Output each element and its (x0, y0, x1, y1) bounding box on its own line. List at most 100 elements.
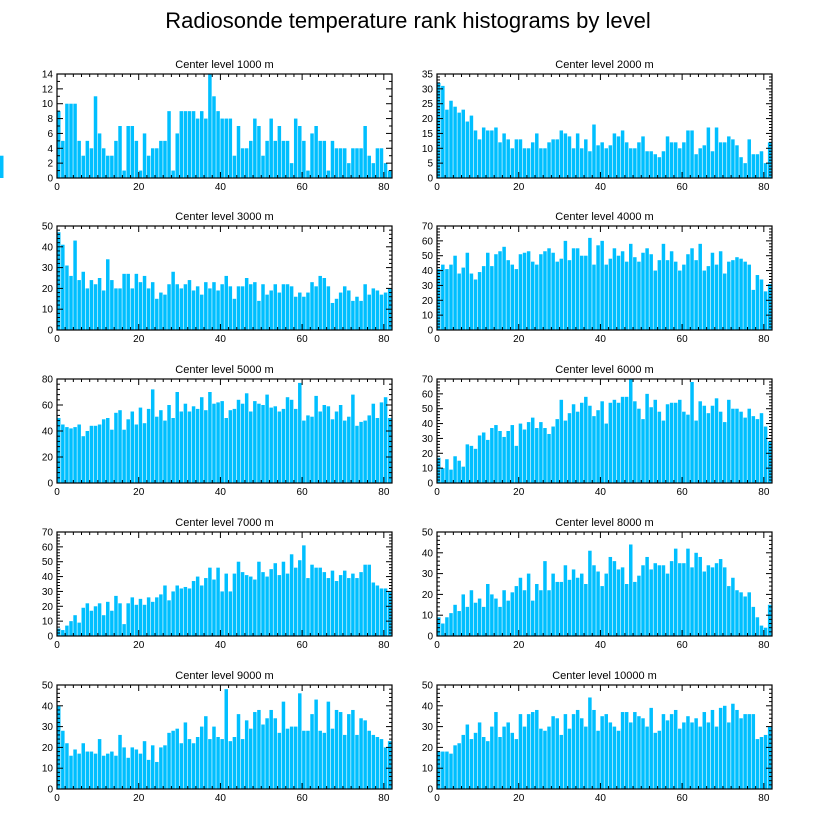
bar (199, 111, 204, 178)
bar (649, 151, 653, 178)
bar (706, 565, 711, 636)
bar (126, 757, 130, 789)
bar (236, 126, 241, 178)
x-tick-label: 20 (513, 182, 525, 193)
bar (698, 148, 702, 178)
bar (138, 753, 143, 789)
bar (257, 300, 261, 330)
x-tick-label: 0 (54, 793, 60, 804)
bar (596, 245, 600, 330)
bar (657, 730, 662, 789)
bar (253, 118, 257, 178)
bar (326, 701, 331, 789)
bar (232, 573, 237, 636)
bar (714, 127, 719, 178)
bar (240, 572, 245, 636)
y-tick-label: 50 (422, 404, 434, 415)
bar (575, 709, 580, 789)
bar (518, 714, 523, 789)
bar (265, 294, 269, 330)
bar (347, 163, 351, 178)
bar (216, 402, 220, 483)
bar (269, 118, 273, 178)
bar (735, 709, 739, 789)
panel-9: Center level 9000 m 0 20 40 60 80 0 10 20 30 40 50 (42, 670, 393, 804)
bar (710, 567, 715, 636)
bar (567, 413, 572, 483)
bar (293, 296, 298, 330)
bar (383, 292, 388, 330)
bar (678, 270, 682, 330)
bar (604, 423, 608, 483)
y-tick-label: 60 (42, 401, 54, 412)
bar (273, 563, 278, 636)
bar (645, 248, 649, 330)
bar (763, 734, 768, 789)
bar (322, 140, 327, 178)
bar (338, 712, 343, 789)
bar (502, 246, 506, 330)
y-tick-label: 15 (422, 129, 434, 140)
bar (673, 402, 678, 483)
bar (575, 411, 580, 483)
x-tick-label: 80 (758, 182, 770, 193)
x-tick-label: 20 (133, 640, 145, 651)
bar (249, 411, 253, 483)
bar (579, 402, 584, 483)
bar (457, 743, 461, 789)
bar (81, 155, 85, 178)
bar (669, 142, 674, 178)
x-tick-label: 0 (434, 182, 440, 193)
bar (199, 397, 204, 483)
bar (150, 282, 155, 330)
bar (57, 628, 61, 636)
bar (661, 565, 666, 636)
bar (89, 425, 94, 483)
bar (526, 573, 531, 636)
bar (363, 720, 367, 789)
bar (612, 133, 617, 178)
bar (220, 118, 224, 178)
bar (465, 724, 470, 789)
bar (710, 252, 715, 330)
bar (563, 565, 568, 636)
x-tick-label: 80 (378, 487, 390, 498)
bar (559, 581, 564, 636)
x-tick-label: 60 (297, 793, 309, 804)
bar (298, 382, 302, 483)
bar (686, 716, 690, 789)
bar (481, 432, 486, 483)
bar (669, 561, 674, 636)
x-tick-label: 0 (54, 334, 60, 345)
bar (579, 718, 584, 789)
bar (690, 248, 694, 330)
bar (588, 405, 592, 483)
bar (510, 425, 515, 483)
bar (355, 734, 359, 789)
bar (57, 111, 61, 178)
bar (208, 739, 212, 789)
bar (269, 290, 273, 330)
x-tick-label: 20 (513, 640, 525, 651)
bar (302, 420, 306, 483)
bar (494, 425, 498, 483)
y-tick-label: 0 (47, 326, 53, 337)
panel-title: Center level 7000 m (175, 517, 273, 529)
bar (97, 278, 102, 330)
bar (441, 751, 445, 789)
y-tick-label: 50 (422, 251, 434, 262)
y-tick-label: 25 (422, 99, 434, 110)
bar (122, 170, 126, 178)
bar (293, 408, 298, 483)
bar (751, 714, 756, 789)
bar (375, 148, 380, 178)
bar (289, 286, 294, 330)
bar (314, 567, 318, 636)
bar (698, 726, 702, 789)
bar (682, 264, 686, 330)
bar (477, 435, 482, 483)
bar (702, 270, 707, 330)
y-tick-label: 30 (422, 281, 434, 292)
bar (563, 240, 568, 330)
bar (73, 427, 77, 483)
